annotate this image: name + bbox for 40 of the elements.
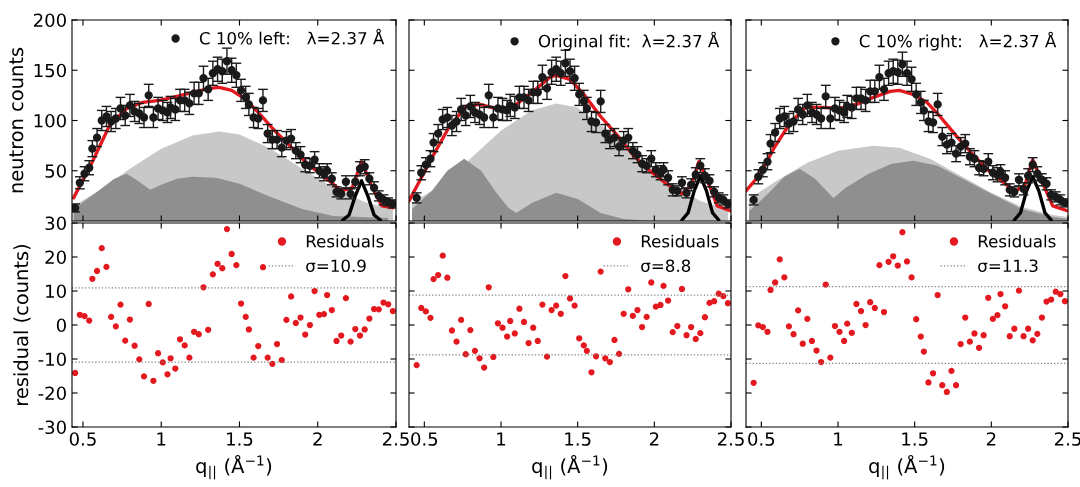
y-tick-label: 50 [45, 164, 66, 178]
legend-label: Residuals [978, 234, 1056, 248]
y-axis-title: residual (counts) [13, 244, 31, 405]
y-tick-label: 20 [45, 250, 66, 265]
y-tick-label: 10 [46, 284, 66, 299]
y-tick-label: -30 [38, 420, 66, 435]
x-tick-label: 2 [313, 432, 322, 446]
legend-label: Residuals [306, 234, 384, 248]
x-axis-title: q$_{||}$ (Å$^{−1}$) [869, 454, 945, 480]
legend-label: C 10% left: λ=2.37 Å [199, 28, 385, 45]
y-tick-label: 30 [45, 216, 66, 231]
x-tick-label: 0.5 [69, 432, 96, 446]
y-tick-label: -10 [38, 352, 66, 367]
x-tick-label: 1.5 [565, 432, 591, 446]
y-tick-label: 150 [34, 63, 66, 78]
y-tick-label: 0 [56, 318, 66, 333]
legend-label: Residuals [641, 234, 719, 248]
legend-label: σ=10.9 [306, 259, 366, 273]
x-tick-label: 2 [649, 432, 659, 446]
y-tick-label: -20 [38, 386, 66, 401]
x-axis-title: q$_{||}$ (Å$^{−1}$) [196, 454, 272, 480]
y-tick-label: 100 [34, 113, 66, 128]
x-tick-label: 0.5 [748, 432, 775, 446]
x-tick-label: 2 [986, 432, 996, 446]
x-tick-label: 1.5 [902, 432, 928, 446]
x-tick-label: 1 [834, 432, 843, 446]
x-axis-title: q$_{||}$ (Å$^{−1}$) [532, 454, 608, 480]
y-tick-label: 200 [34, 13, 66, 28]
x-tick-label: 1 [157, 432, 166, 446]
x-tick-label: 1.5 [227, 432, 253, 446]
x-tick-label: 2.5 [382, 432, 409, 446]
legend-label: σ=11.3 [978, 259, 1038, 273]
x-tick-label: 2.5 [1054, 432, 1080, 446]
x-tick-label: 2.5 [717, 432, 744, 446]
x-tick-label: 0.5 [411, 432, 438, 446]
legend-label: C 10% right: λ=2.37 Å [859, 31, 1057, 51]
legend-label: Original fit: λ=2.37 Å [538, 31, 720, 51]
legend-label: σ=8.8 [641, 259, 691, 273]
x-tick-label: 1 [497, 432, 506, 446]
y-axis-title: neutron counts [9, 47, 24, 193]
